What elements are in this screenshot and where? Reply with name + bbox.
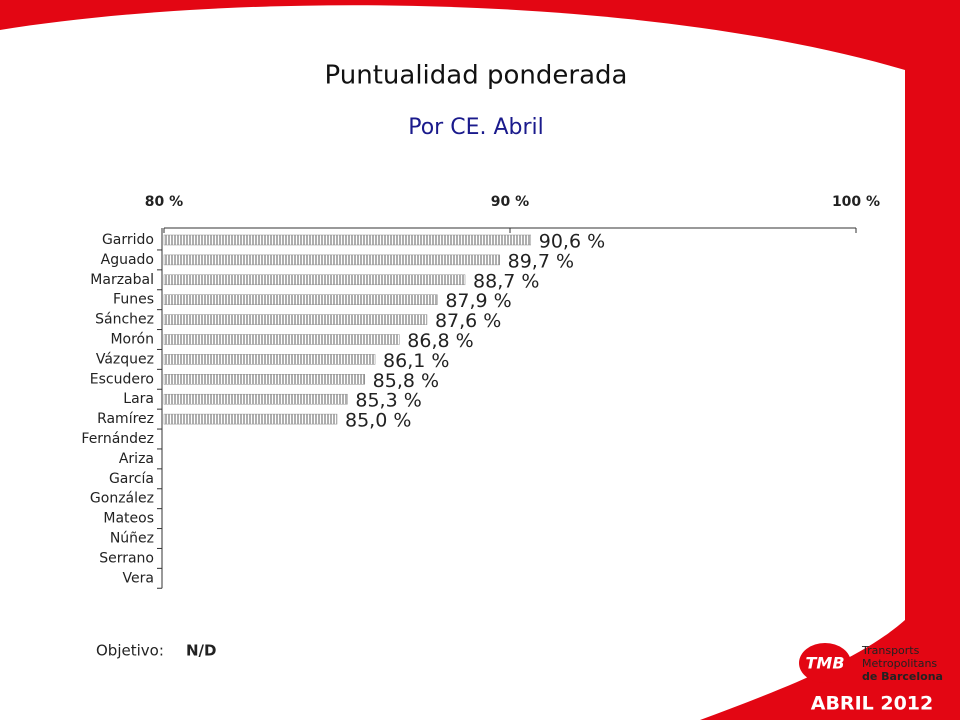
y-tick-label: Ariza	[119, 451, 154, 467]
value-label: 89,7 %	[508, 250, 574, 272]
y-tick-label: Funes	[113, 292, 154, 308]
brand-line: Metropolitans	[862, 657, 937, 670]
y-tick-label: Marzabal	[90, 272, 154, 288]
value-label: 86,8 %	[407, 330, 473, 352]
chart-subtitle: Por CE. Abril	[408, 115, 544, 140]
bar	[163, 374, 365, 385]
white-panel	[0, 5, 905, 720]
value-label: 85,3 %	[355, 390, 421, 412]
bar	[163, 413, 338, 425]
bar	[163, 234, 532, 246]
bar	[163, 274, 466, 286]
bar	[163, 294, 438, 305]
date: ABRIL 2012	[811, 693, 934, 715]
value-label: 88,7 %	[473, 270, 539, 292]
y-tick-label: Vázquez	[96, 351, 154, 367]
brand-line: de Barcelona	[862, 670, 943, 683]
value-label: 87,9 %	[445, 290, 511, 312]
value-label: 90,6 %	[539, 231, 605, 253]
y-tick-label: Núñez	[110, 531, 154, 547]
bar	[163, 334, 400, 345]
brand-line: Transports	[861, 644, 920, 657]
x-tick-label: 80 %	[145, 194, 183, 210]
y-tick-label: Garrido	[102, 232, 154, 248]
y-tick-label: Fernández	[81, 431, 154, 447]
value-label: 85,8 %	[373, 370, 439, 392]
bar	[163, 393, 348, 405]
bar	[163, 254, 500, 266]
logo-text: TMB	[805, 654, 844, 673]
y-tick-label: Morón	[110, 332, 154, 348]
y-tick-label: Escudero	[90, 371, 154, 387]
bar	[163, 354, 376, 365]
x-tick-label: 100 %	[832, 194, 880, 210]
y-tick-label: González	[90, 491, 154, 507]
y-tick-label: Ramírez	[97, 411, 154, 427]
y-tick-label: Mateos	[103, 511, 154, 527]
bar	[163, 314, 428, 325]
chart-title: Puntualidad ponderada	[325, 61, 628, 91]
value-label: 85,0 %	[345, 410, 411, 432]
y-tick-label: García	[109, 471, 154, 487]
y-tick-label: Lara	[123, 391, 154, 407]
value-label: 87,6 %	[435, 310, 501, 332]
objective-value: N/D	[186, 642, 216, 660]
x-tick-label: 90 %	[491, 194, 529, 210]
logo-badge	[799, 643, 851, 683]
objective-label: Objetivo:	[96, 642, 164, 660]
y-tick-label: Sánchez	[95, 312, 154, 328]
y-tick-label: Serrano	[99, 550, 154, 566]
y-tick-label: Vera	[123, 570, 154, 586]
value-label: 86,1 %	[383, 350, 449, 372]
y-tick-label: Aguado	[101, 252, 154, 268]
